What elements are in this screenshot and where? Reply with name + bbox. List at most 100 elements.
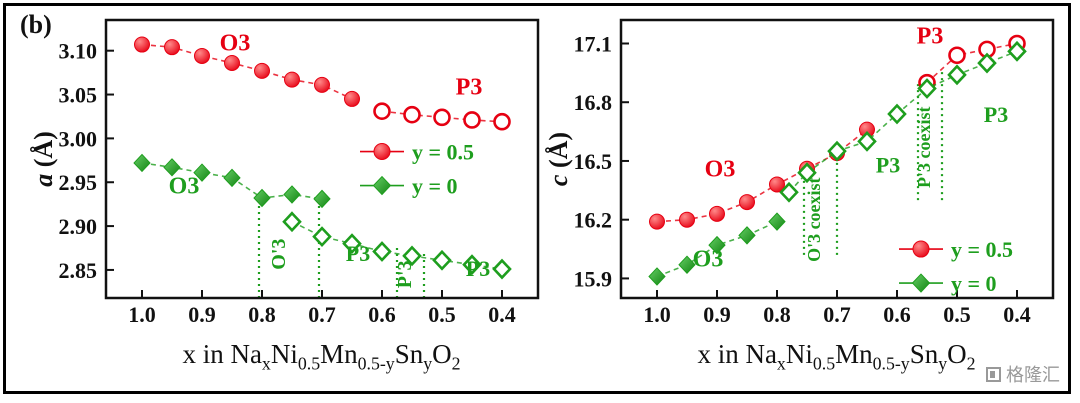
formula-subscript: 0.5-y	[872, 353, 910, 374]
data-point-diamond	[462, 254, 482, 276]
annotation-o3: O3	[693, 247, 724, 273]
data-point-diamond	[313, 189, 331, 209]
x-axis-title-a: x in NaxNi0.5Mn0.5-ySnyO2	[64, 339, 579, 374]
series-y05-o3-filled	[649, 121, 875, 230]
data-point-diamond	[1007, 40, 1027, 62]
legend-label: y = 0	[951, 271, 997, 296]
data-point-diamond	[342, 233, 362, 255]
annotation-p3: P3	[456, 75, 483, 101]
y-tick-label: 16.5	[574, 149, 613, 174]
data-point-diamond	[827, 140, 847, 162]
data-point-diamond	[432, 249, 452, 271]
y-tick-label: 17.1	[574, 31, 613, 56]
formula-text: Mn	[835, 339, 873, 369]
data-point-diamond	[857, 130, 877, 152]
figure-label: (b)	[20, 10, 52, 39]
data-point-circle	[314, 76, 330, 93]
formula-subscript: x	[261, 353, 271, 374]
formula-subscript: 2	[451, 353, 461, 374]
formula-text: O	[947, 339, 967, 369]
series-y0-o3-filled	[133, 153, 331, 209]
annotation-p3: P3	[984, 102, 1008, 127]
data-point-circle	[284, 71, 300, 88]
data-point-circle	[739, 194, 755, 211]
data-point-circle	[679, 211, 695, 228]
y-tick-label: 2.95	[59, 170, 98, 195]
panel-a-lattice: 1.0 0.9 0.8 0.7 0.6 0.5 0.4 2.85 2.90 2.95 3.00 3.0…	[30, 10, 545, 374]
legend-item-1: y = 0	[360, 174, 458, 199]
legend-marker-diamond	[911, 273, 931, 293]
data-point-circle	[403, 105, 421, 124]
x-tick-label: 0.5	[428, 302, 456, 327]
formula-text: O	[432, 339, 452, 369]
data-point-circle	[224, 54, 240, 71]
data-point-circle	[254, 62, 270, 79]
figure-frame: (b) 1.0 0.9 0.8 0.7 0.6 0.5 0.4 2.85 2.90 2.95 3.0…	[3, 3, 1071, 394]
legend-marker-diamond	[372, 175, 392, 196]
data-point-diamond	[282, 211, 302, 233]
y-tick-label: 15.9	[574, 266, 613, 291]
data-point-diamond	[779, 181, 799, 203]
formula-text: Sn	[909, 339, 939, 369]
legend-item-0: y = 0.5	[899, 237, 1013, 262]
formula-text: Ni	[270, 339, 298, 369]
x-tick-label: 1.0	[128, 302, 156, 327]
annotation-o'3: O'3	[268, 239, 290, 270]
data-point-diamond	[947, 64, 967, 86]
formula-subscript: x	[776, 353, 786, 374]
watermark-logo-icon	[986, 366, 1001, 382]
data-point-diamond	[163, 158, 181, 177]
annotation-o3: O3	[220, 31, 251, 57]
y-tick-label: 3.00	[59, 126, 98, 151]
x-tick-label: 0.7	[823, 302, 851, 327]
watermark: 格隆汇	[986, 361, 1060, 387]
legend-item-1: y = 0	[899, 271, 997, 296]
x-tick-label: 0.8	[763, 302, 791, 327]
data-point-circle	[344, 90, 360, 107]
data-point-diamond	[648, 267, 666, 286]
data-point-circle	[164, 39, 180, 56]
y-axis-title: a (Å)	[30, 131, 58, 187]
x-tick-label: 0.6	[883, 302, 911, 327]
legend-marker-circle	[373, 143, 391, 161]
y-tick-label: 3.05	[59, 83, 98, 108]
formula-subscript: y	[938, 353, 948, 374]
x-tick-label: 1.0	[643, 302, 671, 327]
formula-subscript: 0.5	[297, 353, 321, 374]
legend-label: y = 0	[412, 174, 458, 199]
data-point-circle	[194, 47, 210, 64]
data-point-diamond	[797, 162, 817, 184]
data-point-circle	[709, 205, 725, 222]
data-point-diamond	[223, 168, 241, 188]
formula-text: x in Na	[697, 339, 777, 369]
formula-subscript: 0.5-y	[357, 353, 395, 374]
annotation-p3: P3	[876, 153, 900, 178]
formula-text: Mn	[320, 339, 358, 369]
data-point-circle	[769, 176, 785, 193]
series-y0-p3-open	[779, 40, 1027, 203]
panel-c-lattice: 1.0 0.9 0.8 0.7 0.6 0.5 0.4 15.9 16.2 16.5 16.8 17.…	[545, 10, 1060, 374]
series-y05-o3-filled	[134, 36, 360, 107]
series-y0-o3-filled	[648, 212, 786, 286]
data-point-circle	[463, 111, 481, 129]
formula-text: Ni	[785, 339, 813, 369]
panels-container: 1.0 0.9 0.8 0.7 0.6 0.5 0.4 2.85 2.90 2.95 3.00 3.0…	[6, 6, 1068, 374]
data-point-diamond	[917, 78, 937, 99]
x-axis-title-c: x in NaxNi0.5Mn0.5-ySnyO2	[579, 339, 1080, 374]
data-point-circle	[134, 36, 150, 53]
y-tick-label: 3.10	[59, 39, 98, 64]
watermark-text: 格隆汇	[1006, 365, 1060, 386]
legend-label: y = 0.5	[951, 237, 1013, 262]
data-point-diamond	[193, 163, 211, 182]
data-point-circle	[649, 213, 665, 230]
formula-subscript: y	[423, 353, 433, 374]
x-tick-label: 0.4	[488, 302, 516, 327]
data-point-circle	[433, 108, 451, 127]
data-point-diamond	[312, 226, 332, 248]
legend-marker-circle	[912, 240, 930, 258]
data-point-diamond	[372, 241, 392, 262]
y-tick-label: 2.90	[59, 214, 98, 239]
annotation-p3: P3	[346, 241, 370, 266]
formula-text: x in Na	[182, 339, 262, 369]
annotation-o'3-coexist: O'3 coexist	[804, 177, 824, 261]
